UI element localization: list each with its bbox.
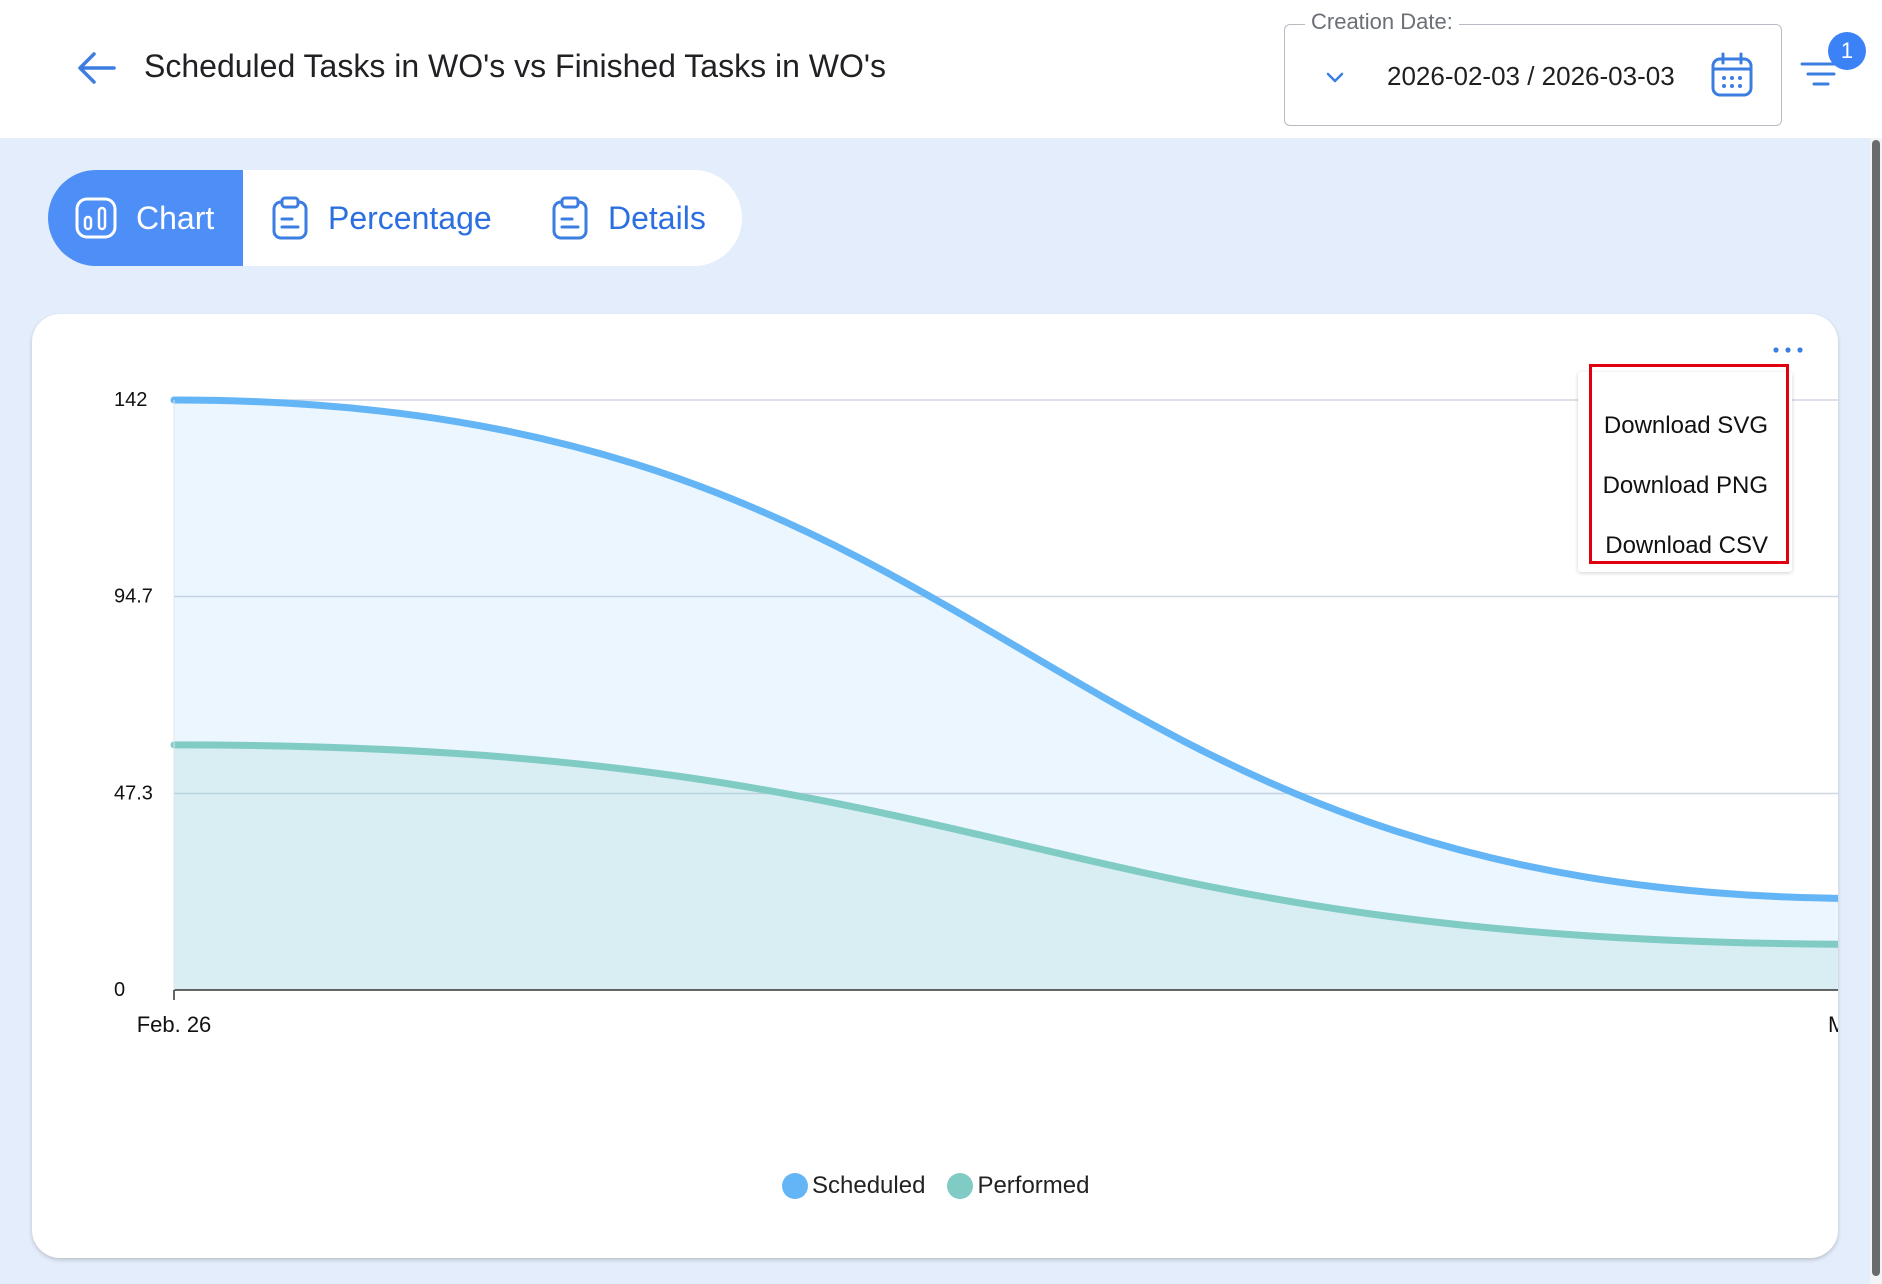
chart-menu-button[interactable] bbox=[1768, 338, 1808, 362]
download-png-item[interactable]: Download PNG bbox=[1602, 472, 1768, 499]
legend-item-scheduled[interactable]: Scheduled bbox=[782, 1172, 925, 1200]
creation-date-filter[interactable]: Creation Date: 2026-02-03 / 2026-03-03 bbox=[1284, 9, 1782, 126]
back-button[interactable] bbox=[72, 46, 120, 90]
tab-chart-label: Chart bbox=[136, 199, 215, 236]
more-horizontal-icon bbox=[1773, 347, 1803, 353]
scrollbar-thumb[interactable] bbox=[1872, 140, 1880, 1276]
series-lines bbox=[170, 396, 1838, 948]
y-tick-label: 142 bbox=[114, 389, 147, 411]
legend-marker-performed bbox=[947, 1173, 974, 1199]
creation-date-label: Creation Date: bbox=[1305, 9, 1459, 35]
tab-percentage-label: Percentage bbox=[328, 199, 492, 236]
bar-chart-icon bbox=[75, 197, 117, 239]
date-dropdown-toggle[interactable] bbox=[1321, 63, 1349, 91]
y-tick-label: 47.3 bbox=[114, 782, 153, 804]
area-performed bbox=[174, 744, 1838, 990]
tab-chart[interactable]: Chart bbox=[48, 170, 243, 266]
download-menu: Download SVG Download PNG Download CSV bbox=[1578, 372, 1792, 572]
tab-percentage[interactable]: Percentage bbox=[270, 170, 492, 266]
clipboard-icon bbox=[552, 196, 588, 240]
chart-card: 0 47.3 94.7 142 Feb. 26 Mar. 2 Download SVG D… bbox=[32, 314, 1838, 1258]
line-performed[interactable] bbox=[170, 741, 1838, 948]
legend-label-scheduled: Scheduled bbox=[812, 1172, 926, 1199]
chevron-down-icon bbox=[1326, 72, 1344, 83]
date-range-value[interactable]: 2026-02-03 / 2026-03-03 bbox=[1387, 61, 1675, 91]
chart-legend: Scheduled Performed bbox=[782, 1172, 1111, 1200]
clipboard-icon bbox=[272, 196, 308, 240]
axis-labels: 0 47.3 94.7 142 Feb. 26 Mar. 2 bbox=[114, 389, 1838, 1037]
filter-count-badge: 1 bbox=[1828, 32, 1866, 70]
download-csv-item[interactable]: Download CSV bbox=[1605, 532, 1768, 559]
calendar-button[interactable] bbox=[1709, 51, 1755, 99]
tab-details[interactable]: Details bbox=[550, 170, 706, 266]
app-header: Scheduled Tasks in WO's vs Finished Task… bbox=[0, 0, 1882, 138]
y-tick-label: 0 bbox=[114, 979, 125, 1001]
y-tick-label: 94.7 bbox=[114, 586, 153, 608]
page-title: Scheduled Tasks in WO's vs Finished Task… bbox=[144, 48, 886, 84]
download-svg-item[interactable]: Download SVG bbox=[1603, 412, 1768, 439]
legend-item-performed[interactable]: Performed bbox=[947, 1172, 1089, 1200]
x-tick-label: Mar. 2 bbox=[1828, 1012, 1838, 1037]
axes bbox=[173, 400, 1838, 1000]
arrow-left-icon bbox=[78, 52, 116, 84]
legend-label-performed: Performed bbox=[977, 1172, 1090, 1199]
area-chart: 0 47.3 94.7 142 Feb. 26 Mar. 2 bbox=[114, 389, 1838, 1037]
view-tabs: Chart Percentage Details bbox=[48, 170, 742, 266]
legend-marker-scheduled bbox=[782, 1173, 808, 1199]
tab-details-label: Details bbox=[608, 199, 706, 236]
calendar-icon bbox=[1711, 52, 1753, 97]
x-tick-label: Feb. 26 bbox=[137, 1012, 212, 1037]
line-scheduled[interactable] bbox=[170, 396, 1838, 902]
page-scrollbar[interactable] bbox=[1870, 138, 1882, 1284]
